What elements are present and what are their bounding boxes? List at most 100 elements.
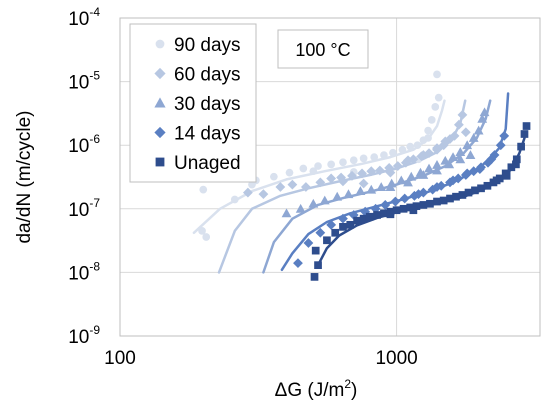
x-tick-label: 100 [104, 348, 136, 369]
point-90-days [433, 70, 441, 79]
point-unaged [339, 223, 347, 231]
point-unaged [365, 212, 374, 221]
point-90-days [202, 233, 211, 241]
point-unaged [512, 160, 520, 169]
point-14-days [462, 168, 473, 179]
x-axis-label-main: ΔG (J/m [275, 380, 345, 401]
point-90-days [198, 227, 206, 235]
point-14-days [293, 258, 303, 269]
point-14-days [448, 175, 458, 186]
legend-label-90-days: 90 days [174, 35, 241, 56]
point-60-days [392, 161, 403, 171]
point-14-days [390, 196, 401, 207]
y-tick-label: 10-5 [68, 69, 100, 94]
point-14-days [489, 150, 500, 160]
annotation-frame [277, 29, 369, 69]
point-30-days [432, 165, 442, 175]
point-60-days [275, 182, 286, 192]
point-30-days [473, 125, 484, 135]
legend-marker-14-days [154, 126, 166, 139]
point-90-days [398, 145, 407, 154]
point-60-days [326, 173, 337, 184]
legend-label-unaged: Unaged [174, 153, 241, 174]
point-90-days [285, 168, 294, 177]
point-unaged [471, 186, 479, 195]
y-tick-label: 10-9 [68, 323, 100, 348]
point-14-days [486, 154, 497, 165]
point-14-days [413, 189, 424, 200]
y-tick-base: 10 [68, 73, 89, 94]
point-unaged [464, 188, 473, 197]
point-unaged [446, 194, 454, 203]
y-axis-label: da/dN (m/cycle) [14, 110, 35, 243]
point-90-days [434, 93, 443, 102]
y-tick-exponent: -4 [89, 5, 100, 19]
point-60-days [457, 109, 468, 120]
point-30-days [406, 171, 417, 181]
point-90-days [406, 142, 415, 151]
point-60-days [460, 127, 471, 138]
point-90-days [314, 162, 322, 170]
point-90-days [370, 153, 379, 161]
y-tick-base: 10 [68, 327, 89, 348]
legend-label-60-days: 60 days [174, 65, 241, 86]
point-unaged [359, 214, 368, 223]
point-60-days [408, 154, 419, 165]
point-unaged [311, 246, 320, 255]
point-60-days [366, 166, 377, 177]
point-unaged [517, 142, 525, 151]
point-30-days [455, 154, 466, 164]
legend-marker-60-days [154, 67, 166, 80]
point-90-days [299, 164, 308, 173]
point-90-days [431, 103, 440, 111]
point-90-days [427, 116, 436, 124]
point-unaged [353, 216, 361, 225]
data-points [198, 70, 531, 281]
legend-label-14-days: 14 days [174, 124, 241, 145]
point-60-days [454, 119, 464, 130]
point-60-days [385, 167, 396, 178]
point-14-days [380, 200, 391, 210]
point-unaged [323, 236, 331, 245]
point-60-days [403, 155, 413, 166]
point-30-days [403, 177, 413, 187]
point-60-days [258, 189, 269, 200]
y-tick-exponent: -5 [89, 69, 100, 83]
point-unaged [492, 176, 501, 185]
point-60-days [300, 182, 311, 192]
point-30-days [343, 189, 354, 199]
point-14-days [468, 166, 479, 177]
point-unaged [433, 197, 441, 206]
point-60-days [287, 179, 298, 190]
annotation-box: 100 °C [277, 29, 369, 69]
annotation-text: 100 °C [295, 40, 350, 60]
point-30-days [468, 133, 479, 142]
fit-line-14-days [280, 92, 510, 272]
point-30-days [295, 203, 306, 213]
point-unaged [331, 228, 340, 237]
point-60-days [449, 131, 460, 141]
point-unaged [426, 199, 434, 208]
point-unaged [452, 192, 460, 201]
point-90-days [327, 160, 336, 169]
point-90-days [309, 167, 318, 176]
y-tick-label: 10-6 [68, 132, 100, 157]
point-unaged [380, 209, 388, 218]
y-tick-exponent: -8 [89, 259, 100, 273]
point-unaged [458, 191, 467, 199]
y-tick-base: 10 [68, 9, 89, 30]
point-14-days [499, 131, 510, 141]
point-90-days [349, 156, 358, 165]
point-90-days [389, 148, 397, 157]
x-axis-ticks: 100 1000 [104, 348, 418, 369]
y-tick-label: 10-7 [68, 196, 100, 221]
point-30-days [332, 191, 343, 201]
point-30-days [462, 140, 473, 150]
point-60-days [347, 170, 357, 181]
point-30-days [366, 184, 377, 194]
point-30-days [376, 182, 387, 191]
point-60-days [440, 136, 451, 147]
y-tick-exponent: -7 [89, 196, 100, 210]
point-90-days [270, 172, 278, 181]
